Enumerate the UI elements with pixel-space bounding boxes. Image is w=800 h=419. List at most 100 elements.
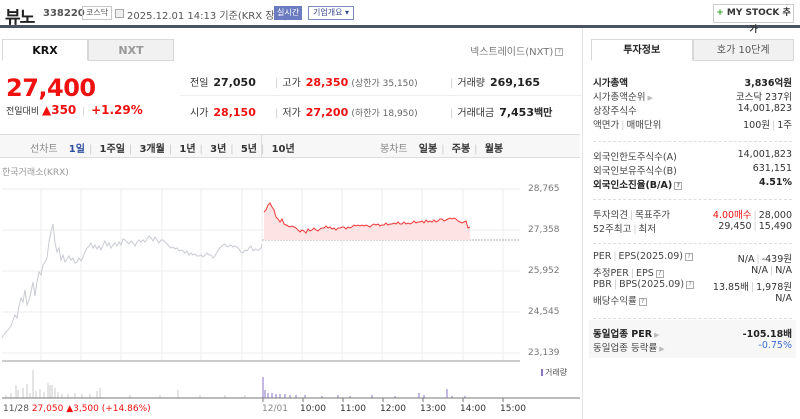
help-icon[interactable]: ?	[685, 252, 694, 261]
panel-divider	[582, 28, 583, 419]
dividend-value: N/A	[775, 293, 792, 304]
period-1d[interactable]: 1일	[68, 144, 85, 155]
company-overview-button[interactable]: 기업개요 ▾	[308, 6, 354, 20]
peer-per-row[interactable]: 동일업종 PER ▶ -105.18배	[593, 325, 792, 340]
peer-section: 동일업종 PER ▶ -105.18배 동일업종 등락률 ▶ -0.75%	[593, 325, 792, 354]
help-icon[interactable]: ?	[674, 181, 683, 190]
line-chart-group	[0, 135, 262, 157]
price-chart[interactable]	[0, 0, 580, 419]
period-5y[interactable]: 5년	[240, 144, 258, 155]
tab-order-book[interactable]: 호가 10단계	[692, 39, 794, 61]
market-cap-rank-value: 코스닥 237위	[735, 92, 792, 103]
opinion-value: 4.00매수	[712, 210, 752, 221]
add-my-stock-button[interactable]: + MY STOCK 추가	[713, 4, 794, 35]
candle-weekly[interactable]: 주봉	[451, 144, 471, 155]
est-per-value: N/A	[751, 265, 768, 276]
prev-day-close: 27,050	[31, 404, 64, 414]
chart-type-tabs: 선차트 1일 | 1주일 | 3개월 | 1년 | 3년 | 5년 | 10년 봉차트 일봉…	[0, 134, 580, 158]
tab-nxt[interactable]: NXT	[88, 39, 174, 61]
price-change: 전일대비 ▲350 | +1.29%	[6, 103, 143, 117]
open-value: 28,150	[213, 106, 256, 119]
chevron-right-icon: ▶	[659, 345, 665, 353]
target-price-label: 목표주가	[635, 210, 671, 221]
low-label: 저가	[282, 108, 301, 119]
est-eps-value: N/A	[775, 265, 792, 276]
period-1y[interactable]: 1년	[179, 144, 196, 155]
y-tick: 25,952	[528, 266, 560, 276]
divider: |	[275, 78, 279, 89]
volume-value: 269,165	[489, 76, 541, 89]
per-value: N/A	[737, 254, 755, 265]
volume-legend: 거래량	[541, 367, 567, 378]
period-1w[interactable]: 1주일	[99, 144, 125, 155]
foreign-hold-label: 외국인보유주식수(B)	[593, 166, 677, 177]
period-10y[interactable]: 10년	[271, 144, 295, 155]
help-icon[interactable]: ?	[686, 280, 695, 289]
high-label: 고가	[282, 78, 301, 89]
current-price: 27,400	[6, 74, 96, 102]
prev-close: 전일 27,050	[190, 74, 256, 89]
market-cap-rank-row[interactable]: 시가총액순위 ▶ 코스닥 237위	[593, 88, 792, 103]
foreign-limit-row: 외국인한도주식수(A) 14,001,823	[593, 148, 792, 163]
per-eps-row: PER | EPS(2025.09)? N/A | -439원	[593, 251, 792, 265]
stock-name: 뷰노	[5, 8, 35, 28]
add-my-stock-label: MY STOCK 추가	[723, 8, 791, 35]
valuation-section: PER | EPS(2025.09)? N/A | -439원 추정PER | EPS? N…	[593, 250, 792, 307]
per-label: PER	[593, 251, 612, 262]
period-3m[interactable]: 3개월	[139, 144, 165, 155]
target-price-value: 28,000	[758, 210, 792, 221]
divider: |	[450, 78, 454, 89]
nxt-link-label: 넥스트레이드(NXT)	[470, 47, 554, 58]
stats-row-1: 전일 27,050 | 고가 28,350 (상한가 35,150) | 거래량 269,…	[180, 66, 582, 96]
opinion-section: 투자의견 | 목표주가 4.00매수 | 28,000 52주최고 | 최저 29,450 |…	[593, 206, 792, 235]
trade-value-unit: 백만	[533, 108, 553, 119]
help-icon[interactable]: ?	[555, 48, 564, 56]
x-tick: 14:00	[460, 404, 486, 414]
change-percent: +1.29%	[91, 103, 143, 117]
tab-invest-info[interactable]: 투자정보	[591, 39, 693, 61]
foreign-hold-value: 631,151	[752, 163, 792, 174]
trade-value-value: 7,453	[499, 106, 534, 119]
nxt-link[interactable]: 넥스트레이드(NXT)?	[470, 43, 564, 58]
help-icon[interactable]: ?	[655, 269, 664, 278]
peer-change-value: -0.75%	[758, 340, 792, 351]
period-3y[interactable]: 3년	[210, 144, 227, 155]
line-chart-label: 선차트	[30, 144, 58, 155]
opinion-label: 투자의견	[593, 210, 628, 221]
stock-header: 뷰노 338220 코스닥 2025.12.01 14:13 기준(KRX 장중…	[0, 0, 800, 35]
x-tick: 10:00	[300, 404, 326, 414]
exchange-tabs: KRX NXT	[2, 39, 174, 61]
volume-legend-label: 거래량	[545, 368, 568, 377]
foreign-ratio-value: 4.51%	[759, 177, 792, 188]
tab-krx[interactable]: KRX	[2, 39, 88, 61]
foreign-hold-row: 외국인보유주식수(B) 631,151	[593, 162, 792, 177]
volume-legend-swatch	[541, 369, 543, 376]
volume-label: 거래량	[457, 78, 485, 89]
section-divider	[593, 243, 792, 244]
stock-code: 338220	[43, 8, 85, 19]
pbr-value: 13.85배	[712, 282, 749, 293]
market-cap-row: 시가총액 3,836억원	[593, 74, 792, 89]
chevron-right-icon: ▶	[647, 94, 653, 102]
change-value: ▲350	[42, 103, 77, 117]
section-divider	[593, 141, 792, 142]
candle-monthly[interactable]: 월봉	[484, 144, 504, 155]
dividend-row: 배당수익률? N/A	[593, 292, 792, 307]
opinion-target-row: 투자의견 | 목표주가 4.00매수 | 28,000	[593, 210, 792, 221]
peer-box	[589, 320, 796, 358]
peer-change-row[interactable]: 동일업종 등락률 ▶ -0.75%	[593, 339, 792, 354]
x-tick: 11:00	[340, 404, 366, 414]
upper-limit: (상한가 35,150)	[351, 79, 418, 89]
stats-row-2: 시가 28,150 | 저가 27,200 (하한가 18,950) | 거래대금 7,4…	[180, 96, 582, 126]
lower-limit: (하한가 18,950)	[351, 109, 418, 119]
open-price: 시가 28,150	[190, 104, 256, 119]
divider: |	[275, 108, 279, 119]
eps-value: -439원	[761, 254, 792, 265]
y-tick: 27,358	[528, 225, 560, 235]
help-icon[interactable]: ?	[638, 297, 647, 306]
y-tick: 28,765	[528, 184, 560, 194]
candle-daily[interactable]: 일봉	[418, 144, 438, 155]
y-tick: 23,139	[528, 348, 560, 358]
par-value: 100원	[743, 120, 770, 131]
dividend-label: 배당수익률	[593, 296, 637, 307]
